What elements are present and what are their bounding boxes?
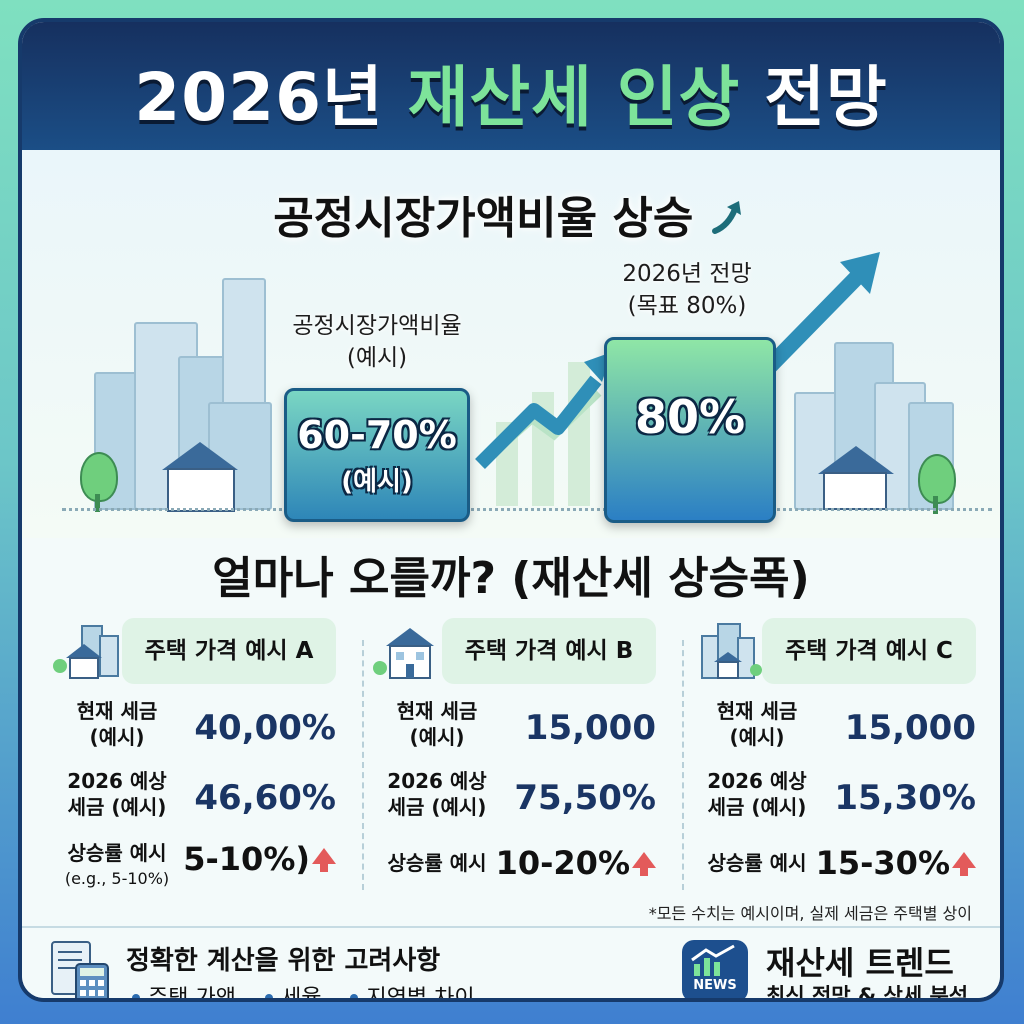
up-arrow-icon	[711, 201, 741, 234]
target-ratio-value: 80%	[634, 390, 746, 444]
city-house-icon	[701, 623, 762, 679]
forecast-tax-label: 2026 예상 세금 (예시)	[707, 769, 807, 819]
consideration-item: 지역별 차이	[366, 986, 475, 1002]
consideration-list: 주택 가액 세율 지역별 차이	[126, 980, 475, 1002]
house-roof	[818, 446, 894, 474]
increase-rate-value: 10-20%	[496, 844, 656, 882]
column-tag: 주택 가격 예시 B	[442, 618, 656, 684]
bullet-icon	[132, 994, 140, 998]
current-tax-label: 현재 세금 (예시)	[76, 699, 158, 749]
red-up-arrow-icon	[312, 848, 336, 872]
forecast-tax-value: 75,50%	[514, 778, 656, 818]
news-badge-label: NEWS	[693, 978, 737, 993]
trend-arrow-left	[475, 375, 602, 469]
trend-arrow-right	[764, 266, 868, 372]
increase-rate-label: 상승률 예시	[707, 851, 807, 875]
section-title: 얼마나 오를까? (재산세 상승폭)	[212, 553, 810, 604]
current-tax-value: 40,00%	[194, 708, 336, 748]
house-city-icon	[53, 625, 119, 679]
house-icon	[167, 468, 235, 512]
forecast-tax-value: 15,30%	[834, 778, 976, 818]
title-highlight: 재산세 인상	[407, 59, 741, 136]
tree-trunk	[933, 496, 938, 514]
column-tag: 주택 가격 예시 C	[762, 618, 976, 684]
footer: 정확한 계산을 위한 고려사항 주택 가액 세율 지역별 차이 NEWS 재산세…	[22, 926, 1000, 1002]
disclaimer: *모든 수치는 예시이며, 실제 세금은 주택별 상이	[648, 904, 972, 923]
increase-rate-label: 상승률 예시	[387, 851, 487, 875]
growth-arrows	[475, 252, 880, 506]
bullet-icon	[264, 994, 273, 998]
trend-subtitle: 최신 전망 & 상세 분석	[766, 984, 969, 1002]
current-ratio-note: (예시)	[341, 467, 413, 497]
current-tax-value: 15,000	[844, 708, 976, 748]
increase-rate-value: 15-30%	[816, 844, 976, 882]
target-ratio-box: 80%	[604, 337, 776, 523]
forecast-tax-value: 46,60%	[194, 778, 336, 818]
current-tax-label: 현재 세금 (예시)	[716, 699, 798, 749]
increase-rate-label: 상승률 예시 (e.g., 5-10%)	[64, 841, 170, 888]
hero-subtitle: 공정시장가액비율 상승	[22, 182, 1000, 246]
example-column-c: 주택 가격 예시 C 현재 세금 (예시) 15,000 2026 예상 세금 (예…	[682, 618, 982, 896]
example-column-b: 주택 가격 예시 B 현재 세금 (예시) 15,000 2026 예상 세금 (예…	[362, 618, 662, 896]
chart-icon	[691, 944, 735, 976]
consideration-item: 주택 가액	[148, 986, 236, 1002]
tree-trunk	[95, 494, 100, 512]
current-tax-label: 현재 세금 (예시)	[396, 699, 478, 749]
ground-line	[62, 508, 992, 511]
footer-title: 정확한 계산을 위한 고려사항	[126, 946, 441, 976]
column-tag: 주택 가격 예시 A	[122, 618, 336, 684]
tree-icon	[80, 452, 118, 502]
right-caption: 2026년 전망 (목표 80%)	[622, 261, 752, 319]
news-badge-icon: NEWS	[682, 940, 748, 998]
infographic-frame: 2026년 재산세 인상 전망 공정시장가액비율 상승 공정시장가액비율 (예시)	[18, 18, 1004, 1002]
calculator-document-icon	[51, 941, 109, 998]
tree-icon	[918, 454, 956, 504]
forecast-tax-label: 2026 예상 세금 (예시)	[67, 769, 167, 819]
house-roof	[162, 442, 238, 470]
column-divider	[682, 640, 684, 890]
page-title: 2026년 재산세 인상 전망	[134, 59, 888, 136]
column-divider	[362, 640, 364, 890]
current-tax-value: 15,000	[524, 708, 656, 748]
forecast-tax-label: 2026 예상 세금 (예시)	[387, 769, 487, 819]
example-column-a: 주택 가격 예시 A 현재 세금 (예시) 40,00% 2026 예상 세금 (예…	[42, 618, 342, 896]
title-bar: 2026년 재산세 인상 전망	[22, 22, 1000, 150]
bullet-icon	[350, 994, 359, 998]
current-ratio-value: 60-70%	[297, 413, 457, 457]
left-caption: 공정시장가액비율 (예시)	[292, 313, 462, 371]
house-icon	[373, 628, 434, 679]
consideration-item: 세율	[280, 986, 322, 1002]
red-up-arrow-icon	[952, 852, 976, 876]
arrowhead-icon	[840, 252, 880, 294]
red-up-arrow-icon	[632, 852, 656, 876]
current-ratio-box: 60-70% (예시)	[284, 388, 470, 522]
increase-rate-value: 5-10%)	[183, 840, 336, 878]
trend-title: 재산세 트렌드	[766, 944, 954, 982]
